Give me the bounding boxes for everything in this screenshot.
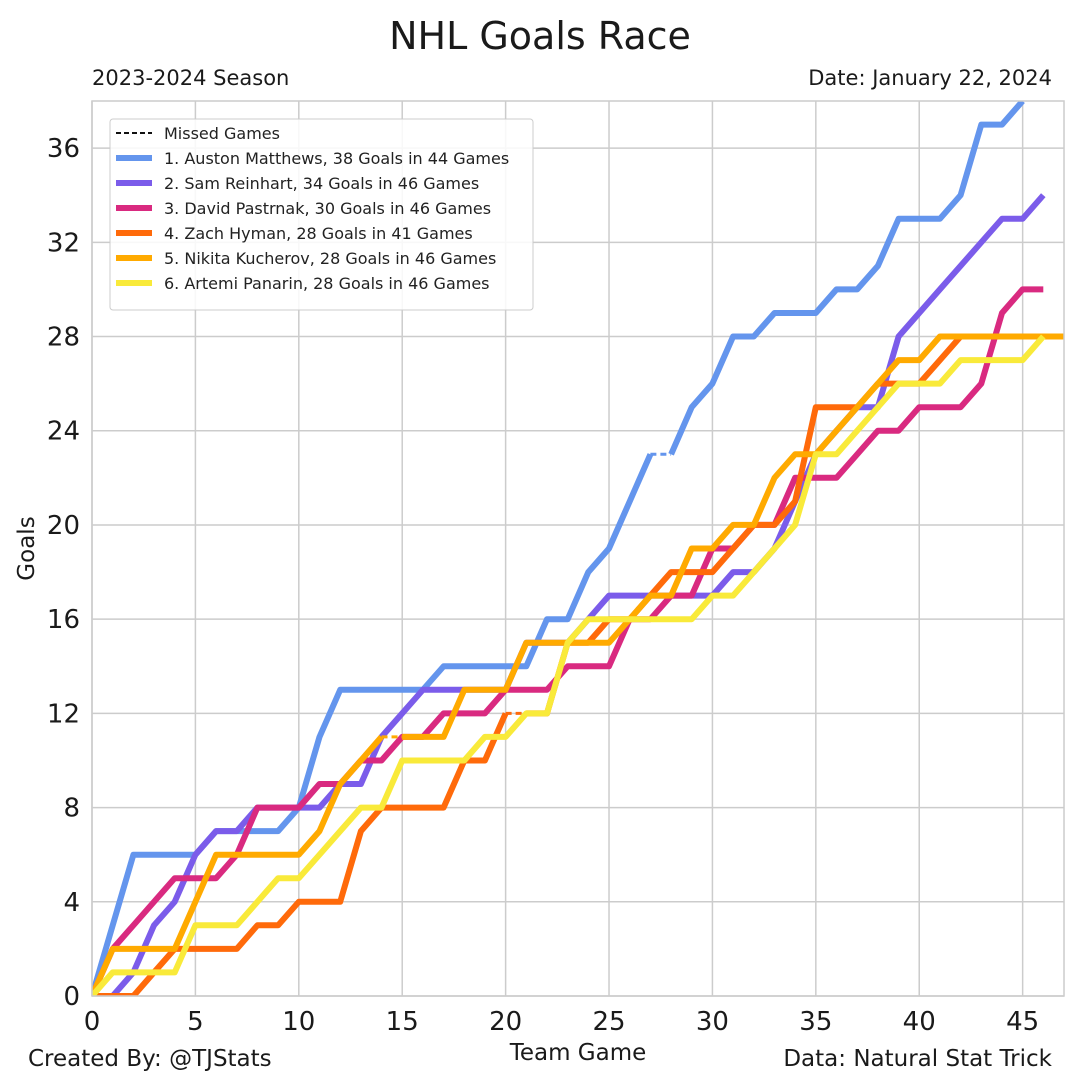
y-tick-label: 8: [63, 794, 80, 824]
series-3: [92, 286, 1044, 996]
legend-missed-label: Missed Games: [164, 124, 280, 143]
season-subtitle: 2023-2024 Season: [92, 66, 290, 90]
x-tick-label: 30: [696, 1007, 729, 1037]
y-tick-label: 24: [47, 417, 80, 447]
legend-entry: 6. Artemi Panarin, 28 Goals in 46 Games: [164, 274, 490, 293]
series-lines: [92, 101, 1064, 996]
data-source-text: Data: Natural Stat Trick: [783, 1046, 1052, 1072]
x-tick-label: 40: [903, 1007, 936, 1037]
legend-entry: 4. Zach Hyman, 28 Goals in 41 Games: [164, 224, 473, 243]
series-line: [92, 101, 1025, 996]
x-axis-label: Team Game: [509, 1040, 647, 1066]
y-tick-label: 12: [47, 699, 80, 729]
x-tick-label: 15: [386, 1007, 419, 1037]
x-tick-label: 5: [187, 1007, 204, 1037]
legend-entry: 5. Nikita Kucherov, 28 Goals in 46 Games: [164, 249, 496, 268]
y-tick-label: 32: [47, 228, 80, 258]
series-5: [92, 333, 1064, 996]
x-tick-label: 45: [1006, 1007, 1039, 1037]
series-line: [92, 286, 1044, 996]
y-tick-label: 28: [47, 323, 80, 353]
x-tick-label: 25: [592, 1007, 625, 1037]
legend-box: [109, 118, 534, 311]
series-6: [92, 334, 1046, 996]
y-tick-label: 4: [63, 888, 80, 918]
series-line: [92, 334, 1046, 996]
legend-entry: 3. David Pastrnak, 30 Goals in 46 Games: [164, 199, 491, 218]
series-line: [92, 333, 1064, 996]
plot-frame: [91, 100, 1065, 997]
credit-text: Created By: @TJStats: [28, 1046, 272, 1072]
x-tick-label: 20: [489, 1007, 522, 1037]
series-1: [92, 101, 1025, 996]
legend-entry: 2. Sam Reinhart, 34 Goals in 46 Games: [164, 174, 479, 193]
y-tick-label: 36: [47, 134, 80, 164]
y-tick-label: 0: [63, 982, 80, 1012]
y-tick-label: 16: [47, 605, 80, 635]
x-tick-label: 10: [282, 1007, 315, 1037]
x-tick-label: 0: [84, 1007, 101, 1037]
legend-entry: 1. Auston Matthews, 38 Goals in 44 Games: [164, 149, 509, 168]
y-tick-labels: 0 4 8 12 16 20 24 28 32 36: [47, 134, 80, 1012]
y-tick-label: 20: [47, 511, 80, 541]
chart-title: NHL Goals Race: [389, 14, 691, 58]
x-tick-labels: 0 5 10 15 20 25 30 35 40 45: [84, 1007, 1039, 1037]
y-axis-label: Goals: [14, 516, 40, 580]
date-subtitle: Date: January 22, 2024: [808, 66, 1052, 90]
legend: Missed Games 1. Auston Matthews, 38 Goals…: [109, 118, 534, 311]
x-tick-label: 35: [799, 1007, 832, 1037]
